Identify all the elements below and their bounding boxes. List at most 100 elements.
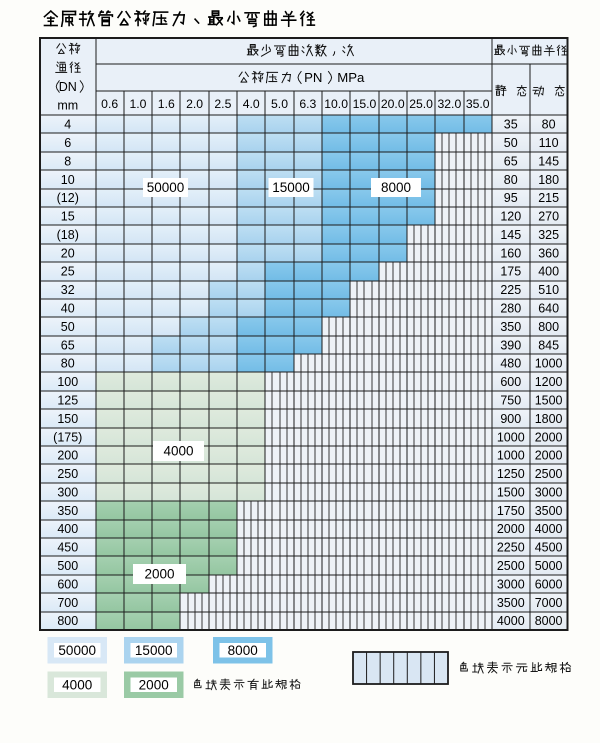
svg-text:640: 640 [538, 302, 559, 316]
svg-text:100: 100 [57, 375, 78, 389]
svg-text:125: 125 [57, 393, 78, 407]
svg-text:480: 480 [500, 357, 521, 371]
svg-text:1000: 1000 [535, 357, 563, 371]
svg-text:20.0: 20.0 [381, 97, 405, 111]
svg-text:160: 160 [500, 246, 521, 260]
svg-text:400: 400 [538, 265, 559, 279]
svg-text:3000: 3000 [497, 577, 525, 591]
svg-text:35: 35 [504, 118, 518, 132]
svg-text:2000: 2000 [139, 678, 169, 693]
svg-text:270: 270 [538, 210, 559, 224]
svg-text:25.0: 25.0 [409, 97, 433, 111]
svg-text:95: 95 [504, 191, 518, 205]
svg-text:1200: 1200 [535, 375, 563, 389]
svg-text:750: 750 [500, 393, 521, 407]
svg-text:325: 325 [538, 228, 559, 242]
svg-text:3500: 3500 [497, 596, 525, 610]
svg-text:(18): (18) [57, 228, 79, 242]
svg-text:110: 110 [539, 136, 559, 150]
svg-text:50000: 50000 [58, 643, 96, 658]
svg-text:600: 600 [500, 375, 521, 389]
svg-text:500: 500 [57, 559, 78, 573]
svg-text:400: 400 [57, 522, 78, 536]
svg-text:4000: 4000 [163, 444, 193, 459]
svg-text:1750: 1750 [497, 504, 525, 518]
svg-text:4000: 4000 [62, 678, 92, 693]
svg-text:280: 280 [500, 302, 521, 316]
svg-text:32.0: 32.0 [438, 97, 462, 111]
svg-text:25: 25 [61, 265, 75, 279]
svg-text:145: 145 [500, 228, 521, 242]
svg-text:6000: 6000 [535, 577, 563, 591]
svg-text:4500: 4500 [535, 541, 563, 555]
svg-text:845: 845 [538, 338, 559, 352]
svg-text:6: 6 [64, 136, 71, 150]
svg-text:4.0: 4.0 [243, 97, 260, 111]
svg-text:700: 700 [57, 596, 78, 610]
svg-text:8000: 8000 [228, 643, 258, 658]
svg-text:250: 250 [57, 467, 78, 481]
svg-text:800: 800 [538, 320, 559, 334]
svg-text:80: 80 [542, 118, 556, 132]
svg-text:225: 225 [500, 283, 521, 297]
svg-text:1500: 1500 [497, 485, 525, 499]
svg-text:15000: 15000 [135, 643, 173, 658]
svg-text:2000: 2000 [144, 567, 174, 582]
svg-text:(175): (175) [53, 430, 82, 444]
svg-text:3000: 3000 [535, 485, 563, 499]
svg-text:80: 80 [504, 173, 518, 187]
svg-text:2000: 2000 [497, 522, 525, 536]
svg-text:PN: PN [304, 70, 322, 85]
svg-text:4000: 4000 [497, 614, 525, 628]
svg-text:DN: DN [59, 80, 77, 94]
svg-text:65: 65 [504, 154, 518, 168]
svg-text:390: 390 [500, 338, 521, 352]
svg-text:50: 50 [61, 320, 75, 334]
svg-text:150: 150 [57, 412, 78, 426]
svg-text:7000: 7000 [535, 596, 563, 610]
svg-text:2000: 2000 [535, 449, 563, 463]
svg-text:1500: 1500 [535, 393, 563, 407]
svg-text:35.0: 35.0 [466, 97, 490, 111]
svg-text:10.0: 10.0 [324, 97, 348, 111]
svg-text:15.0: 15.0 [353, 97, 377, 111]
svg-text:1000: 1000 [497, 449, 525, 463]
svg-text:5.0: 5.0 [271, 97, 288, 111]
svg-text:mm: mm [57, 98, 78, 112]
svg-text:65: 65 [61, 338, 75, 352]
svg-text:215: 215 [538, 191, 559, 205]
svg-text:1250: 1250 [497, 467, 525, 481]
svg-text:2.0: 2.0 [186, 97, 203, 111]
svg-text:800: 800 [57, 614, 78, 628]
svg-text:1000: 1000 [497, 430, 525, 444]
svg-text:175: 175 [500, 265, 521, 279]
svg-text:8: 8 [64, 154, 71, 168]
svg-text:32: 32 [61, 283, 75, 297]
svg-text:50000: 50000 [147, 180, 185, 195]
svg-text:350: 350 [57, 504, 78, 518]
svg-text:0.6: 0.6 [101, 97, 118, 111]
svg-text:20: 20 [61, 246, 75, 260]
svg-text:8000: 8000 [381, 180, 411, 195]
svg-text:15: 15 [61, 210, 75, 224]
svg-text:200: 200 [57, 449, 78, 463]
svg-text:120: 120 [500, 210, 521, 224]
svg-text:450: 450 [57, 541, 78, 555]
svg-text:2.5: 2.5 [214, 97, 231, 111]
svg-text:(12): (12) [57, 191, 79, 205]
svg-text:350: 350 [500, 320, 521, 334]
svg-text:2500: 2500 [497, 559, 525, 573]
svg-text:2500: 2500 [535, 467, 563, 481]
svg-text:2250: 2250 [497, 541, 525, 555]
svg-text:4: 4 [64, 118, 71, 132]
svg-text:1800: 1800 [535, 412, 563, 426]
svg-text:180: 180 [538, 173, 559, 187]
svg-text:6.3: 6.3 [299, 97, 316, 111]
svg-text:145: 145 [538, 154, 559, 168]
svg-text:300: 300 [57, 485, 78, 499]
svg-text:MPa: MPa [337, 70, 365, 85]
svg-text:360: 360 [538, 246, 559, 260]
svg-text:2000: 2000 [535, 430, 563, 444]
svg-text:80: 80 [61, 357, 75, 371]
svg-text:5000: 5000 [535, 559, 563, 573]
